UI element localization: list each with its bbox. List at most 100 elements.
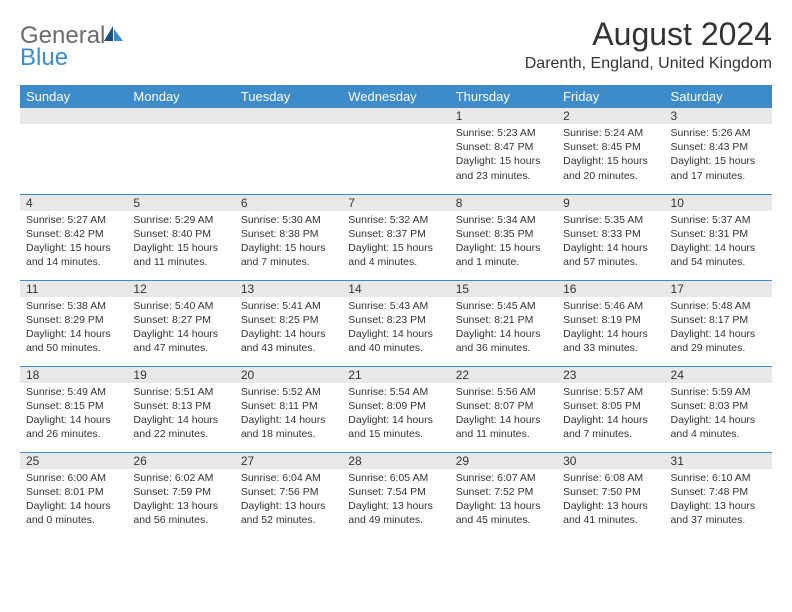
day-number: 19 [127,367,234,383]
sunrise-text: Sunrise: 5:23 AM [456,126,551,140]
sunrise-text: Sunrise: 5:52 AM [241,385,336,399]
day-header: Sunday [20,85,127,108]
calendar-cell: 11Sunrise: 5:38 AMSunset: 8:29 PMDayligh… [20,280,127,366]
daylight-text: Daylight: 14 hours and 7 minutes. [563,413,658,441]
daylight-text: Daylight: 14 hours and 18 minutes. [241,413,336,441]
calendar-cell [20,108,127,194]
sunset-text: Sunset: 8:15 PM [26,399,121,413]
day-number: 22 [450,367,557,383]
daylight-text: Daylight: 13 hours and 41 minutes. [563,499,658,527]
calendar-cell [127,108,234,194]
calendar-cell: 3Sunrise: 5:26 AMSunset: 8:43 PMDaylight… [665,108,772,194]
day-number: 1 [450,108,557,124]
sunset-text: Sunset: 8:09 PM [348,399,443,413]
day-info: Sunrise: 5:32 AMSunset: 8:37 PMDaylight:… [342,211,449,274]
day-number: 8 [450,195,557,211]
sunrise-text: Sunrise: 5:32 AM [348,213,443,227]
calendar-cell: 27Sunrise: 6:04 AMSunset: 7:56 PMDayligh… [235,452,342,538]
sunset-text: Sunset: 8:11 PM [241,399,336,413]
day-info: Sunrise: 6:02 AMSunset: 7:59 PMDaylight:… [127,469,234,532]
day-info: Sunrise: 5:29 AMSunset: 8:40 PMDaylight:… [127,211,234,274]
day-info: Sunrise: 6:05 AMSunset: 7:54 PMDaylight:… [342,469,449,532]
calendar-table: SundayMondayTuesdayWednesdayThursdayFrid… [20,85,772,538]
sunset-text: Sunset: 7:56 PM [241,485,336,499]
sunrise-text: Sunrise: 5:35 AM [563,213,658,227]
calendar-cell: 26Sunrise: 6:02 AMSunset: 7:59 PMDayligh… [127,452,234,538]
day-info: Sunrise: 5:37 AMSunset: 8:31 PMDaylight:… [665,211,772,274]
sunrise-text: Sunrise: 5:37 AM [671,213,766,227]
daylight-text: Daylight: 14 hours and 15 minutes. [348,413,443,441]
day-number: 3 [665,108,772,124]
daylight-text: Daylight: 14 hours and 11 minutes. [456,413,551,441]
day-number-empty [127,108,234,124]
daylight-text: Daylight: 15 hours and 11 minutes. [133,241,228,269]
day-info: Sunrise: 5:59 AMSunset: 8:03 PMDaylight:… [665,383,772,446]
sunset-text: Sunset: 8:25 PM [241,313,336,327]
daylight-text: Daylight: 14 hours and 36 minutes. [456,327,551,355]
day-number-empty [20,108,127,124]
sunset-text: Sunset: 7:48 PM [671,485,766,499]
day-info: Sunrise: 5:27 AMSunset: 8:42 PMDaylight:… [20,211,127,274]
day-info: Sunrise: 5:23 AMSunset: 8:47 PMDaylight:… [450,124,557,187]
calendar-cell: 16Sunrise: 5:46 AMSunset: 8:19 PMDayligh… [557,280,664,366]
sunset-text: Sunset: 8:19 PM [563,313,658,327]
daylight-text: Daylight: 14 hours and 29 minutes. [671,327,766,355]
daylight-text: Daylight: 15 hours and 23 minutes. [456,154,551,182]
calendar-cell: 1Sunrise: 5:23 AMSunset: 8:47 PMDaylight… [450,108,557,194]
calendar-cell [342,108,449,194]
sunrise-text: Sunrise: 6:04 AM [241,471,336,485]
calendar-cell: 6Sunrise: 5:30 AMSunset: 8:38 PMDaylight… [235,194,342,280]
day-number: 11 [20,281,127,297]
day-header: Friday [557,85,664,108]
day-info: Sunrise: 5:30 AMSunset: 8:38 PMDaylight:… [235,211,342,274]
calendar-cell: 14Sunrise: 5:43 AMSunset: 8:23 PMDayligh… [342,280,449,366]
daylight-text: Daylight: 14 hours and 50 minutes. [26,327,121,355]
sunrise-text: Sunrise: 5:49 AM [26,385,121,399]
day-info: Sunrise: 5:54 AMSunset: 8:09 PMDaylight:… [342,383,449,446]
sunset-text: Sunset: 8:05 PM [563,399,658,413]
calendar-cell: 5Sunrise: 5:29 AMSunset: 8:40 PMDaylight… [127,194,234,280]
day-info: Sunrise: 5:34 AMSunset: 8:35 PMDaylight:… [450,211,557,274]
location-label: Darenth, England, United Kingdom [525,55,772,73]
sunset-text: Sunset: 8:40 PM [133,227,228,241]
sunset-text: Sunset: 8:38 PM [241,227,336,241]
day-info: Sunrise: 5:49 AMSunset: 8:15 PMDaylight:… [20,383,127,446]
day-info: Sunrise: 5:35 AMSunset: 8:33 PMDaylight:… [557,211,664,274]
daylight-text: Daylight: 13 hours and 52 minutes. [241,499,336,527]
calendar-cell: 9Sunrise: 5:35 AMSunset: 8:33 PMDaylight… [557,194,664,280]
sunset-text: Sunset: 8:21 PM [456,313,551,327]
day-header: Monday [127,85,234,108]
day-info: Sunrise: 5:48 AMSunset: 8:17 PMDaylight:… [665,297,772,360]
sunrise-text: Sunrise: 5:30 AM [241,213,336,227]
calendar-cell: 21Sunrise: 5:54 AMSunset: 8:09 PMDayligh… [342,366,449,452]
day-header: Thursday [450,85,557,108]
day-header: Saturday [665,85,772,108]
sunset-text: Sunset: 8:03 PM [671,399,766,413]
day-number: 21 [342,367,449,383]
daylight-text: Daylight: 14 hours and 4 minutes. [671,413,766,441]
table-row: 11Sunrise: 5:38 AMSunset: 8:29 PMDayligh… [20,280,772,366]
daylight-text: Daylight: 15 hours and 1 minute. [456,241,551,269]
day-number: 24 [665,367,772,383]
sunrise-text: Sunrise: 6:02 AM [133,471,228,485]
day-info: Sunrise: 5:51 AMSunset: 8:13 PMDaylight:… [127,383,234,446]
sunset-text: Sunset: 8:01 PM [26,485,121,499]
daylight-text: Daylight: 14 hours and 57 minutes. [563,241,658,269]
day-number: 10 [665,195,772,211]
day-number: 18 [20,367,127,383]
sunrise-text: Sunrise: 5:54 AM [348,385,443,399]
calendar-cell: 28Sunrise: 6:05 AMSunset: 7:54 PMDayligh… [342,452,449,538]
day-number: 6 [235,195,342,211]
sunrise-text: Sunrise: 5:56 AM [456,385,551,399]
sunset-text: Sunset: 7:50 PM [563,485,658,499]
sunrise-text: Sunrise: 6:10 AM [671,471,766,485]
sunrise-text: Sunrise: 6:08 AM [563,471,658,485]
daylight-text: Daylight: 14 hours and 43 minutes. [241,327,336,355]
day-number: 30 [557,453,664,469]
day-number: 16 [557,281,664,297]
sunrise-text: Sunrise: 5:51 AM [133,385,228,399]
calendar-cell: 17Sunrise: 5:48 AMSunset: 8:17 PMDayligh… [665,280,772,366]
sunset-text: Sunset: 8:47 PM [456,140,551,154]
sunset-text: Sunset: 8:23 PM [348,313,443,327]
sunrise-text: Sunrise: 5:27 AM [26,213,121,227]
